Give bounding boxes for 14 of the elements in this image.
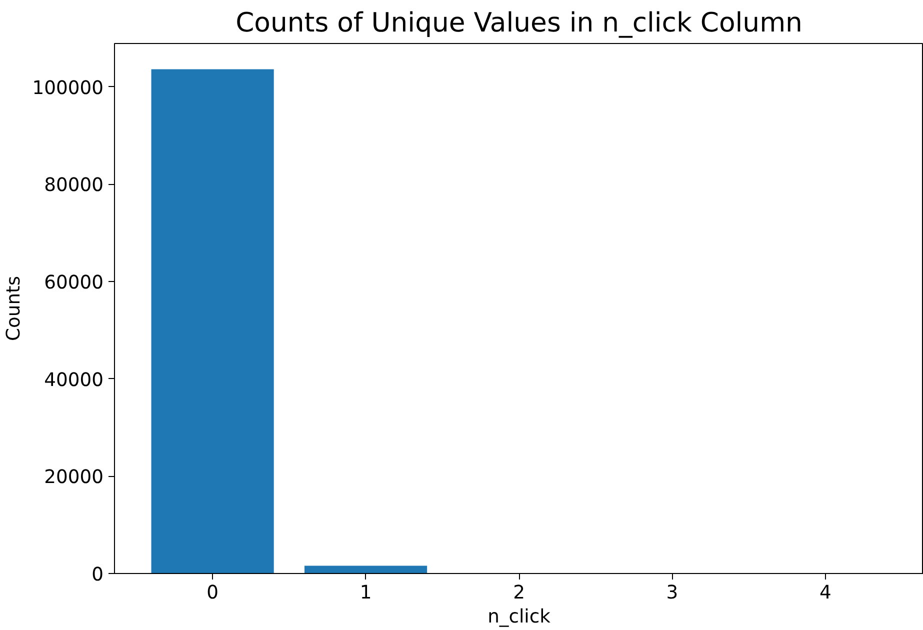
y-axis-title: Counts — [3, 276, 24, 342]
y-tick-label: 80000 — [44, 175, 104, 196]
chart-title: Counts of Unique Values in n_click Column — [236, 8, 802, 38]
y-tick-label: 100000 — [32, 78, 104, 99]
y-tick-label: 60000 — [44, 272, 104, 294]
y-tick-label: 0 — [92, 564, 104, 586]
y-tick-label: 20000 — [44, 467, 104, 488]
x-tick-label: 3 — [666, 582, 678, 604]
x-tick-label: 2 — [513, 582, 525, 604]
x-tick-label: 1 — [360, 582, 372, 604]
x-tick-label: 0 — [206, 582, 218, 604]
x-tick-label: 4 — [820, 582, 832, 604]
x-axis-title: n_click — [488, 606, 551, 628]
y-tick-label: 40000 — [44, 370, 104, 391]
